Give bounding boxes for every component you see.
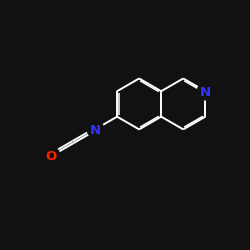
- Text: N: N: [200, 86, 211, 99]
- Text: N: N: [90, 124, 101, 138]
- Text: O: O: [45, 150, 56, 163]
